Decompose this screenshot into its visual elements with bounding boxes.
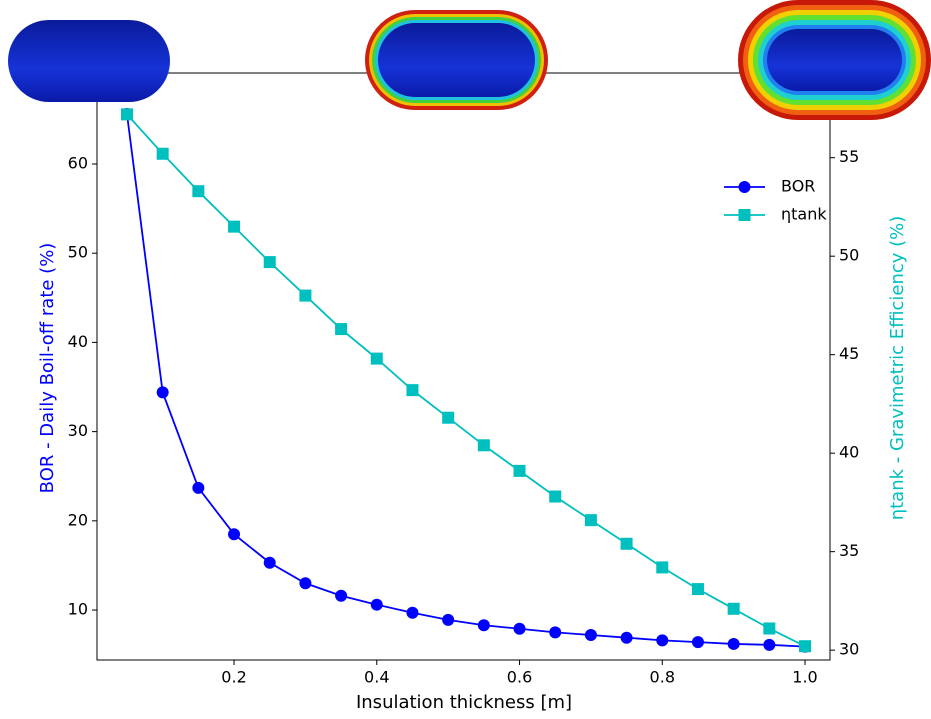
y-tick-label: 30 xyxy=(68,421,88,440)
data-point xyxy=(620,631,633,644)
plot-frame xyxy=(96,72,831,661)
x-axis-label: Insulation thickness [m] xyxy=(356,692,572,713)
y2-tick-label: 55 xyxy=(839,147,859,166)
y2-tick-label: 35 xyxy=(839,541,859,560)
legend-label: ηtank xyxy=(781,205,827,224)
series-line xyxy=(126,113,806,648)
data-point xyxy=(192,185,205,198)
data-point xyxy=(299,289,312,302)
data-point xyxy=(156,147,169,160)
data-point xyxy=(120,108,133,121)
data-point xyxy=(228,528,241,541)
data-point xyxy=(513,622,526,635)
legend-marker xyxy=(738,209,751,221)
data-point xyxy=(442,411,455,424)
data-point xyxy=(228,220,241,233)
data-point xyxy=(727,602,740,615)
data-point xyxy=(335,589,348,602)
data-point xyxy=(691,636,704,649)
data-point xyxy=(549,490,562,503)
series-line xyxy=(126,113,806,648)
data-point xyxy=(620,537,633,550)
plot-area: 0.2 0.4 0.6 0.8 1.0 10 20 30 40 50 60 30 35 40 45 50 55 B… xyxy=(68,72,859,687)
y-tick-label: 20 xyxy=(68,510,88,529)
data-point xyxy=(370,352,383,365)
data-point xyxy=(727,637,740,650)
data-point xyxy=(263,556,276,569)
tank-image xyxy=(365,10,548,110)
tank-image xyxy=(738,0,931,120)
data-point xyxy=(156,386,169,399)
data-point xyxy=(584,629,597,642)
data-point xyxy=(656,561,669,574)
data-point xyxy=(691,583,704,596)
data-point xyxy=(406,384,419,397)
x-tick-label: 1.0 xyxy=(792,668,817,687)
tank-images xyxy=(8,0,931,120)
y2-tick-label: 45 xyxy=(839,344,859,363)
data-point xyxy=(335,323,348,336)
y-tick-label: 40 xyxy=(68,332,88,351)
y-tick-label: 10 xyxy=(68,600,88,619)
data-point xyxy=(406,606,419,619)
x-tick-label: 0.4 xyxy=(364,668,389,687)
data-point xyxy=(299,577,312,590)
x-tick-label: 0.6 xyxy=(507,668,532,687)
data-point xyxy=(477,619,490,632)
y2-axis-label: ηtank - Gravimetric Efficiency (%) xyxy=(887,216,908,521)
data-point xyxy=(513,464,526,477)
data-point xyxy=(477,439,490,452)
data-point xyxy=(656,634,669,647)
y-tick-label: 50 xyxy=(68,243,88,262)
y2-tick-label: 30 xyxy=(839,640,859,659)
data-point xyxy=(370,598,383,611)
y2-tick-label: 40 xyxy=(839,443,859,462)
y-tick-label: 60 xyxy=(68,153,88,172)
data-point xyxy=(263,256,276,269)
x-tick-label: 0.8 xyxy=(650,668,675,687)
legend-label: BOR xyxy=(781,177,815,196)
data-point xyxy=(763,622,776,635)
data-point xyxy=(584,514,597,527)
y2-tick-label: 50 xyxy=(839,246,859,265)
tank-image xyxy=(8,20,170,102)
data-point xyxy=(763,638,776,651)
data-point xyxy=(442,613,455,626)
y-axis-label: BOR - Daily Boil-off rate (%) xyxy=(37,243,58,494)
legend-marker xyxy=(738,181,751,193)
data-point xyxy=(549,626,562,639)
data-point xyxy=(192,481,205,494)
data-point xyxy=(799,640,812,653)
x-tick-label: 0.2 xyxy=(221,668,246,687)
